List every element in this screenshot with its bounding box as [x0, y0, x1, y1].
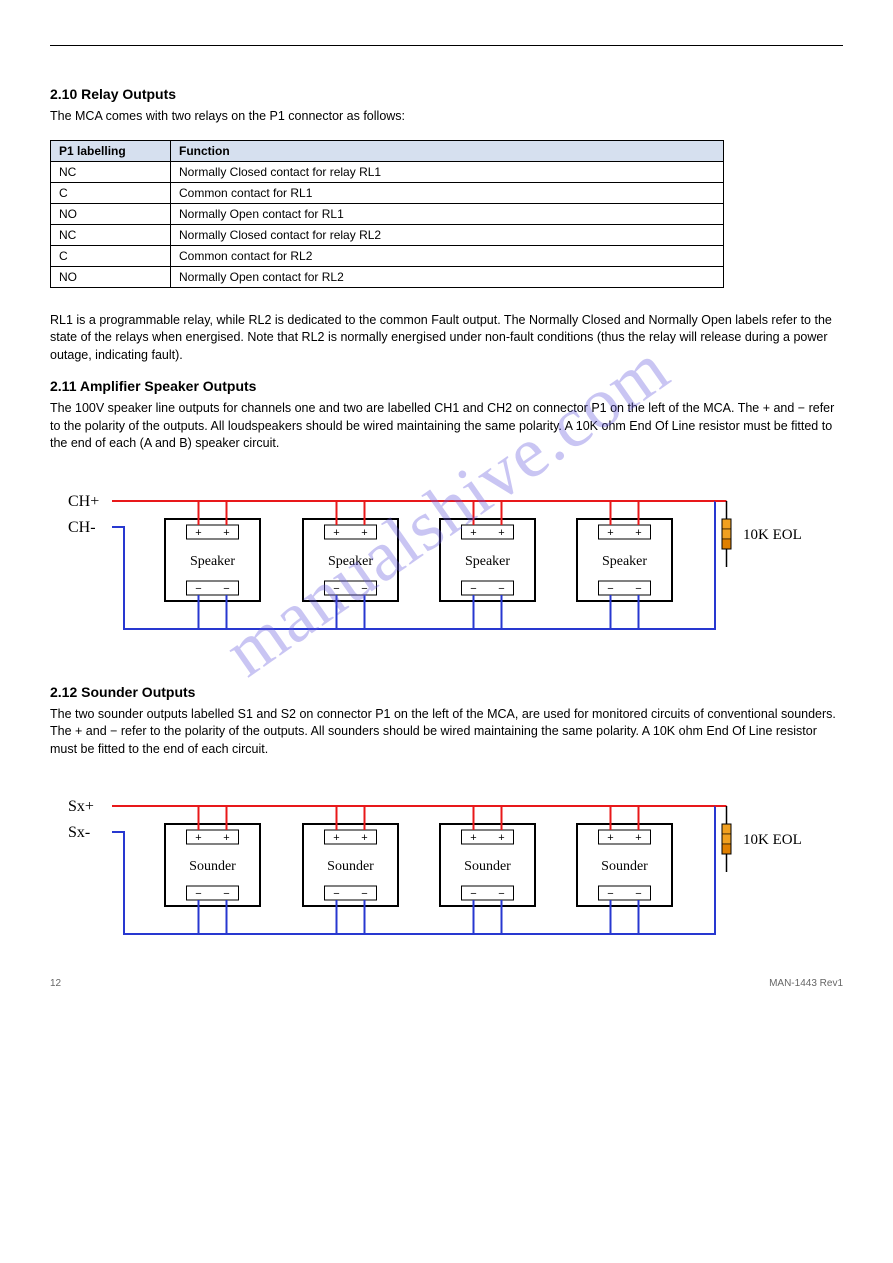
- svg-text:+: +: [635, 527, 641, 539]
- svg-text:10K EOL: 10K EOL: [743, 832, 802, 848]
- section-outputs-title: 2.10 Relay Outputs: [50, 86, 843, 102]
- table-row: NONormally Open contact for RL2: [51, 266, 724, 287]
- svg-text:−: −: [361, 888, 367, 900]
- svg-text:Speaker: Speaker: [328, 554, 373, 569]
- svg-text:−: −: [470, 888, 476, 900]
- svg-text:Speaker: Speaker: [190, 554, 235, 569]
- svg-text:+: +: [607, 832, 613, 844]
- svg-text:+: +: [333, 527, 339, 539]
- table-cell: Common contact for RL2: [171, 245, 724, 266]
- svg-text:Sx+: Sx+: [68, 798, 94, 815]
- svg-text:+: +: [498, 527, 504, 539]
- svg-text:Sounder: Sounder: [464, 859, 511, 874]
- svg-text:Speaker: Speaker: [465, 554, 510, 569]
- table-cell: NO: [51, 203, 171, 224]
- footer-doc-ref: MAN-1443 Rev1: [769, 978, 843, 989]
- svg-text:−: −: [361, 583, 367, 595]
- section-sounder-title: 2.12 Sounder Outputs: [50, 684, 843, 700]
- svg-text:−: −: [223, 583, 229, 595]
- header-rule: [50, 45, 843, 46]
- sounder-wiring-diagram: Sx+ Sx- + + − − Sounder + + − − Sounder + + − − Sounder +…: [50, 776, 843, 959]
- table-row: NCNormally Closed contact for relay RL1: [51, 161, 724, 182]
- svg-text:Sx-: Sx-: [68, 824, 90, 841]
- svg-text:Sounder: Sounder: [189, 859, 236, 874]
- svg-text:+: +: [635, 832, 641, 844]
- relay-table: P1 labelling Function NCNormally Closed …: [50, 140, 724, 288]
- svg-text:+: +: [223, 832, 229, 844]
- svg-text:−: −: [470, 583, 476, 595]
- table-cell: Normally Open contact for RL2: [171, 266, 724, 287]
- svg-text:+: +: [498, 832, 504, 844]
- footer: 12 MAN-1443 Rev1: [50, 978, 843, 989]
- table-cell: C: [51, 182, 171, 203]
- table-header-function: Function: [171, 140, 724, 161]
- svg-text:+: +: [223, 527, 229, 539]
- table-cell: C: [51, 245, 171, 266]
- svg-text:−: −: [635, 888, 641, 900]
- section-sounder-intro: The two sounder outputs labelled S1 and …: [50, 706, 843, 759]
- table-row: CCommon contact for RL2: [51, 245, 724, 266]
- svg-text:CH+: CH+: [68, 493, 99, 510]
- svg-text:−: −: [635, 583, 641, 595]
- svg-text:+: +: [470, 832, 476, 844]
- svg-text:−: −: [223, 888, 229, 900]
- svg-text:+: +: [361, 832, 367, 844]
- table-cell: Normally Closed contact for relay RL2: [171, 224, 724, 245]
- svg-text:−: −: [333, 888, 339, 900]
- svg-text:Sounder: Sounder: [327, 859, 374, 874]
- svg-text:−: −: [333, 583, 339, 595]
- svg-text:Speaker: Speaker: [602, 554, 647, 569]
- svg-text:+: +: [361, 527, 367, 539]
- svg-text:+: +: [195, 527, 201, 539]
- section-speaker-intro: The 100V speaker line outputs for channe…: [50, 400, 843, 453]
- svg-text:−: −: [607, 583, 613, 595]
- svg-text:+: +: [333, 832, 339, 844]
- table-cell: NO: [51, 266, 171, 287]
- section-outputs-intro: The MCA comes with two relays on the P1 …: [50, 108, 843, 126]
- footer-page: 12: [50, 978, 61, 989]
- table-cell: NC: [51, 161, 171, 182]
- svg-text:+: +: [470, 527, 476, 539]
- svg-text:−: −: [195, 888, 201, 900]
- svg-text:+: +: [607, 527, 613, 539]
- speaker-wiring-diagram: CH+ CH- + + − − Speaker + + − − Speaker + + − − Speaker +…: [50, 471, 843, 654]
- table-cell: Normally Open contact for RL1: [171, 203, 724, 224]
- svg-text:CH-: CH-: [68, 519, 96, 536]
- svg-text:10K EOL: 10K EOL: [743, 527, 802, 543]
- svg-text:−: −: [498, 583, 504, 595]
- svg-text:−: −: [195, 583, 201, 595]
- section-speaker-title: 2.11 Amplifier Speaker Outputs: [50, 378, 843, 394]
- table-cell: Normally Closed contact for relay RL1: [171, 161, 724, 182]
- table-cell: Common contact for RL1: [171, 182, 724, 203]
- table-header-labelling: P1 labelling: [51, 140, 171, 161]
- table-row: NCNormally Closed contact for relay RL2: [51, 224, 724, 245]
- table-row: CCommon contact for RL1: [51, 182, 724, 203]
- table-cell: NC: [51, 224, 171, 245]
- svg-text:Sounder: Sounder: [601, 859, 648, 874]
- svg-text:−: −: [498, 888, 504, 900]
- table-row: NONormally Open contact for RL1: [51, 203, 724, 224]
- section-outputs-note: RL1 is a programmable relay, while RL2 i…: [50, 312, 843, 365]
- svg-text:+: +: [195, 832, 201, 844]
- svg-text:−: −: [607, 888, 613, 900]
